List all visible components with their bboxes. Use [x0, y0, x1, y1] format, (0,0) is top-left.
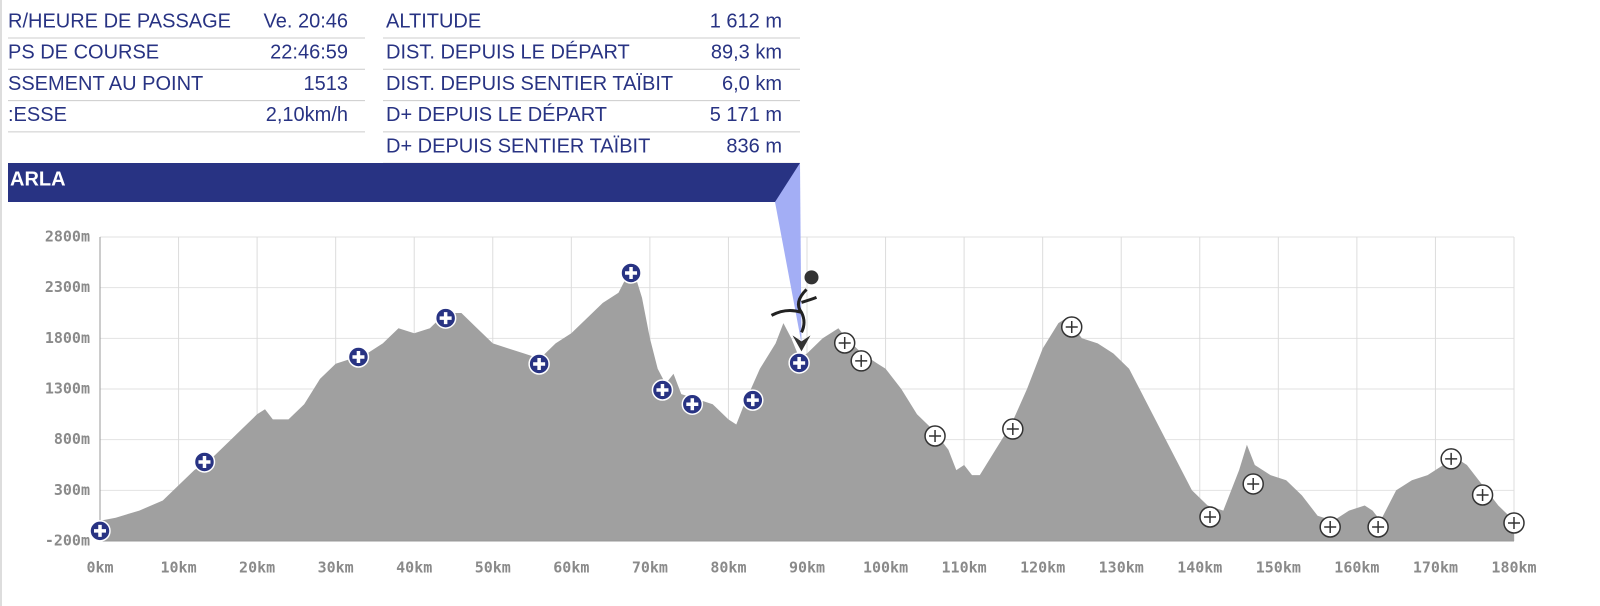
y-tick-label: 2300m: [45, 278, 90, 296]
info-label: SSEMENT AU POINT: [8, 73, 203, 95]
x-tick-label: 170km: [1413, 559, 1458, 577]
waypoint-plus: [1203, 510, 1216, 523]
waypoint-plus: [1508, 516, 1520, 529]
x-tick-label: 70km: [632, 559, 668, 577]
waypoint-plus: [439, 312, 452, 325]
waypoint-plus: [1247, 477, 1260, 490]
x-tick-label: 150km: [1256, 559, 1301, 577]
x-tick-label: 100km: [863, 559, 908, 577]
x-tick-label: 80km: [710, 559, 746, 577]
runner-marker: [792, 335, 811, 352]
x-tick-label: 90km: [789, 559, 825, 577]
waypoint-plus: [1324, 521, 1337, 534]
info-label: :ESSE: [8, 104, 67, 126]
y-tick-label: 800m: [54, 430, 90, 448]
waypoint-plus: [1006, 423, 1019, 436]
waypoint-plus: [656, 384, 669, 397]
x-tick-label: 30km: [318, 559, 354, 577]
y-tick-label: 300m: [54, 481, 90, 499]
waypoint-plus: [625, 266, 638, 279]
elevation-chart: -200m 300m 800m 1300m 1800m 2300m 2800m 0km 10km…: [45, 163, 1537, 577]
info-label: DIST. DEPUIS SENTIER TAÏBIT: [386, 73, 673, 95]
waypoint-plus: [1476, 488, 1489, 501]
waypoint-plus: [198, 455, 211, 468]
info-value: 6,0 km: [722, 73, 782, 95]
waypoint-plus: [855, 354, 868, 367]
info-label: R/HEURE DE PASSAGE: [8, 10, 231, 32]
y-tick-label: -200m: [45, 532, 90, 550]
x-tick-label: 130km: [1099, 559, 1144, 577]
waypoint-plus: [352, 350, 365, 363]
waypoint-plus: [1372, 521, 1385, 534]
info-label: D+ DEPUIS SENTIER TAÏBIT: [386, 135, 650, 157]
x-tick-label: 120km: [1020, 559, 1065, 577]
waypoint-plus: [746, 394, 759, 407]
y-tick-label: 2800m: [45, 228, 90, 246]
x-tick-label: 180km: [1491, 559, 1536, 577]
info-label: PS DE COURSE: [8, 42, 159, 64]
info-label: ALTITUDE: [386, 10, 481, 32]
info-value: 1513: [304, 73, 349, 95]
waypoint-plus: [94, 524, 106, 537]
waypoint-plus: [1445, 452, 1458, 465]
runner-pin: [775, 163, 802, 344]
info-value: 5 171 m: [710, 104, 782, 126]
waypoint-plus: [533, 357, 546, 370]
runner-head: [804, 270, 819, 285]
x-tick-label: 0km: [86, 559, 113, 577]
y-tick-label: 1300m: [45, 380, 90, 398]
info-label: D+ DEPUIS LE DÉPART: [386, 103, 607, 126]
y-tick-label: 1800m: [45, 329, 90, 347]
waypoint-plus: [686, 398, 699, 411]
info-value: 1 612 m: [710, 10, 782, 32]
info-value: Ve. 20:46: [263, 10, 348, 32]
info-label: DIST. DEPUIS LE DÉPART: [386, 41, 630, 64]
x-tick-label: 50km: [475, 559, 511, 577]
x-tick-label: 60km: [553, 559, 589, 577]
elevation-area: [100, 272, 1514, 541]
x-tick-label: 40km: [396, 559, 432, 577]
waypoint-plus: [838, 336, 851, 349]
banner-title: ARLA: [10, 168, 66, 190]
x-tick-label: 10km: [160, 559, 196, 577]
x-tick-label: 110km: [942, 559, 987, 577]
info-value: 836 m: [726, 135, 782, 157]
info-value: 89,3 km: [711, 42, 782, 64]
info-value: 22:46:59: [270, 42, 348, 64]
waypoint-plus: [793, 356, 806, 369]
banner: [8, 163, 800, 202]
waypoint-plus: [929, 430, 942, 443]
waypoint-plus: [1065, 320, 1078, 333]
info-tables: R/HEURE DE PASSAGE Ve. 20:46 PS DE COURSE 2…: [8, 10, 800, 164]
x-tick-label: 160km: [1334, 559, 1379, 577]
x-tick-label: 20km: [239, 559, 275, 577]
x-tick-label: 140km: [1177, 559, 1222, 577]
info-value: 2,10km/h: [266, 104, 348, 126]
runner-figure: [770, 288, 818, 334]
